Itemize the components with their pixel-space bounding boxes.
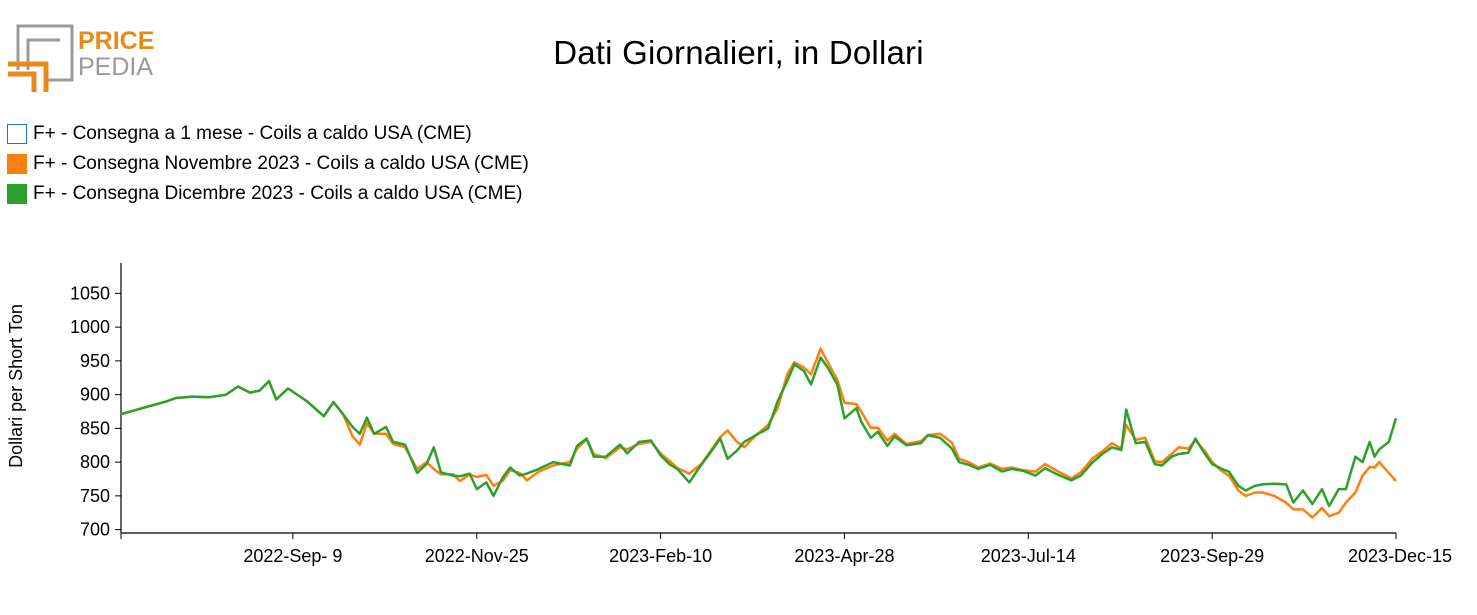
legend-label-novembre: F+ - Consegna Novembre 2023 - Coils a ca… <box>33 153 529 174</box>
logo-mark: PRICE PEDIA <box>8 24 154 92</box>
legend: F+ - Consegna a 1 mese - Coils a caldo U… <box>7 119 529 209</box>
legend-label-1mese: F+ - Consegna a 1 mese - Coils a caldo U… <box>33 123 472 144</box>
x-tick-label: 2023-Dec-15 <box>1348 546 1452 566</box>
logo-word-pedia: PEDIA <box>78 53 153 81</box>
legend-item-novembre[interactable]: F+ - Consegna Novembre 2023 - Coils a ca… <box>7 149 529 179</box>
y-tick-label: 900 <box>80 385 110 405</box>
y-axis-label: Dollari per Short Ton <box>6 304 26 468</box>
y-tick-label: 1050 <box>70 283 110 303</box>
chart-title: Dati Giornalieri, in Dollari <box>553 34 924 71</box>
x-tick-label: 2023-Sep-29 <box>1160 546 1264 566</box>
legend-swatch-dicembre <box>7 184 27 204</box>
legend-swatch-novembre <box>7 154 27 174</box>
legend-label-dicembre: F+ - Consegna Dicembre 2023 - Coils a ca… <box>33 183 523 204</box>
x-tick-label: 2023-Apr-28 <box>794 546 894 566</box>
x-tick-label: 2022-Sep- 9 <box>243 546 342 566</box>
y-tick-label: 1000 <box>70 317 110 337</box>
x-tick-label: 2023-Jul-14 <box>981 546 1076 566</box>
series-line-dicembre <box>120 356 1398 508</box>
pricepedia-logo: PRICE PEDIA <box>8 22 168 94</box>
y-tick-label: 800 <box>80 452 110 472</box>
x-tick-label: 2022-Nov-25 <box>425 546 529 566</box>
y-tick-label: 850 <box>80 418 110 438</box>
legend-swatch-1mese <box>7 124 27 144</box>
y-tick-label: 950 <box>80 351 110 371</box>
legend-item-1mese[interactable]: F+ - Consegna a 1 mese - Coils a caldo U… <box>7 119 529 149</box>
y-tick-label: 700 <box>80 520 110 540</box>
x-tick-label: 2023-Feb-10 <box>609 546 712 566</box>
y-tick-label: 750 <box>80 486 110 506</box>
logo-word-price: PRICE <box>78 27 154 55</box>
legend-item-dicembre[interactable]: F+ - Consegna Dicembre 2023 - Coils a ca… <box>7 179 529 209</box>
